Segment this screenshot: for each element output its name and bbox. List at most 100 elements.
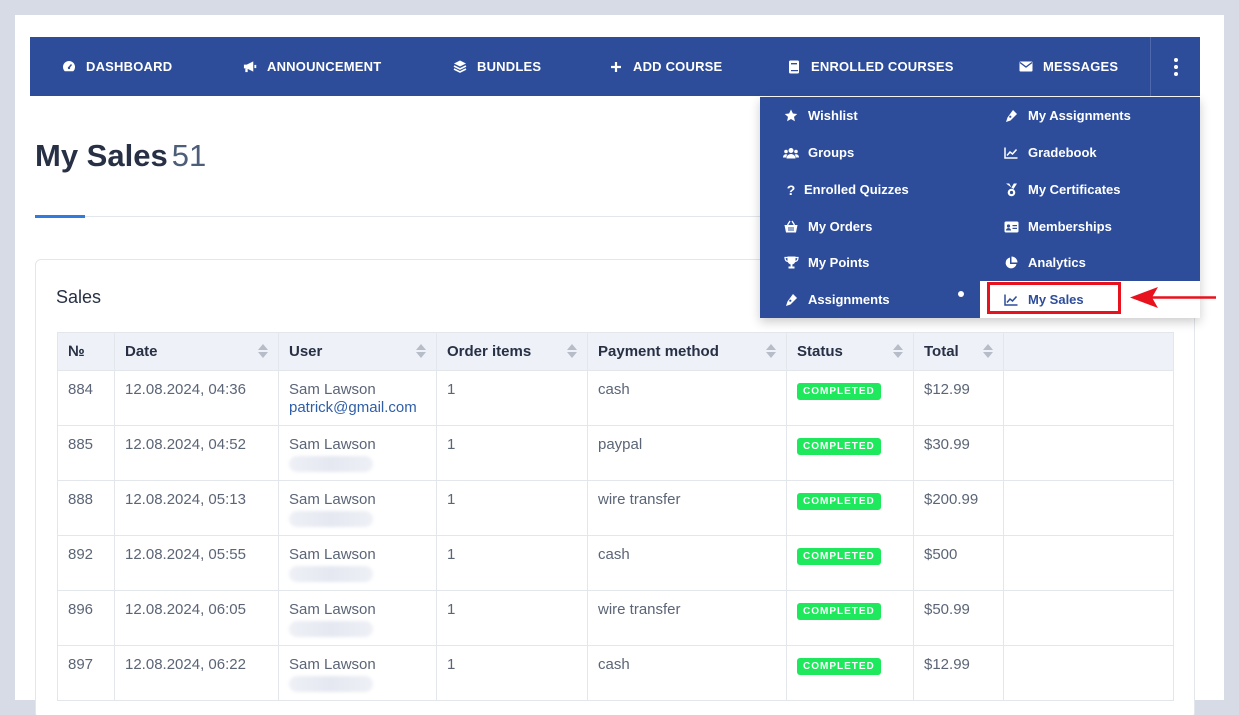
nav-dashboard[interactable]: DASHBOARD	[62, 37, 172, 96]
page-title-text: My Sales	[35, 138, 168, 173]
sort-icon	[766, 344, 776, 358]
col-header-empty	[1003, 332, 1174, 371]
cell-total: $12.99	[913, 645, 1004, 701]
cell-empty	[1003, 480, 1174, 536]
cell-date: 12.08.2024, 05:55	[114, 535, 279, 591]
basket-icon	[783, 220, 799, 234]
menu-item-gradebook[interactable]: Gradebook	[1003, 134, 1097, 171]
menu-item-assignments[interactable]: Assignments	[783, 281, 890, 318]
plus-icon	[609, 60, 623, 74]
cell-user: Sam Lawson	[278, 645, 437, 701]
col-header-payment-method[interactable]: Payment method	[587, 332, 787, 371]
blurred-email	[289, 676, 373, 692]
cell-order-items: 1	[436, 480, 588, 536]
cell-number: 884	[57, 370, 115, 426]
users-icon	[783, 146, 799, 160]
layers-icon	[453, 60, 467, 74]
cell-total: $200.99	[913, 480, 1004, 536]
cell-empty	[1003, 425, 1174, 481]
cell-date: 12.08.2024, 06:22	[114, 645, 279, 701]
col-header-label: Payment method	[598, 343, 719, 360]
col-header-label: Date	[125, 343, 158, 360]
megaphone-icon	[243, 60, 257, 74]
table-row: 897 12.08.2024, 06:22 Sam Lawson 1 cash COMPL…	[57, 645, 1174, 701]
cell-order-items: 1	[436, 535, 588, 591]
sales-table: № Date User Order items Payment method S…	[57, 332, 1174, 701]
user-name: Sam Lawson	[289, 656, 376, 673]
cell-number: 896	[57, 590, 115, 646]
cell-empty	[1003, 535, 1174, 591]
cell-date: 12.08.2024, 06:05	[114, 590, 279, 646]
status-badge: COMPLETED	[797, 493, 881, 510]
cell-date: 12.08.2024, 05:13	[114, 480, 279, 536]
annotation-highlight-box	[987, 282, 1121, 314]
cell-number: 897	[57, 645, 115, 701]
cell-payment-method: cash	[587, 645, 787, 701]
menu-item-label: Wishlist	[808, 108, 858, 123]
cell-status: COMPLETED	[786, 425, 914, 481]
status-badge: COMPLETED	[797, 603, 881, 620]
col-header-user[interactable]: User	[278, 332, 437, 371]
sales-count: 51	[171, 138, 207, 173]
menu-item-my-points[interactable]: My Points	[783, 244, 869, 281]
cell-status: COMPLETED	[786, 370, 914, 426]
menu-item-label: My Sales	[1028, 292, 1084, 307]
sort-icon	[258, 344, 268, 358]
table-row: 892 12.08.2024, 05:55 Sam Lawson 1 cash COMPL…	[57, 535, 1174, 591]
col-header-label: Order items	[447, 343, 532, 360]
pie-chart-icon	[1003, 256, 1019, 270]
table-header-row: № Date User Order items Payment method S…	[57, 332, 1174, 371]
nav-bundles[interactable]: BUNDLES	[453, 37, 541, 96]
menu-item-groups[interactable]: Groups	[783, 134, 854, 171]
cell-total: $50.99	[913, 590, 1004, 646]
cell-payment-method: wire transfer	[587, 480, 787, 536]
menu-item-label: Analytics	[1028, 255, 1086, 270]
sort-icon	[983, 344, 993, 358]
nav-label: BUNDLES	[477, 59, 542, 74]
page-title: My Sales 51	[35, 138, 206, 174]
col-header-total[interactable]: Total	[913, 332, 1004, 371]
cell-total: $500	[913, 535, 1004, 591]
title-accent-bar	[35, 215, 85, 218]
trophy-icon	[783, 256, 799, 270]
nav-messages[interactable]: MESSAGES	[1019, 37, 1118, 96]
cell-payment-method: cash	[587, 535, 787, 591]
col-header-date[interactable]: Date	[114, 332, 279, 371]
cell-payment-method: cash	[587, 370, 787, 426]
col-header-order-items[interactable]: Order items	[436, 332, 588, 371]
nav-add-course[interactable]: ADD COURSE	[609, 37, 722, 96]
status-badge: COMPLETED	[797, 548, 881, 565]
user-email-link[interactable]: patrick@gmail.com	[289, 399, 417, 416]
cell-user: Sam Lawson	[278, 535, 437, 591]
cell-status: COMPLETED	[786, 480, 914, 536]
sales-card: Sales № Date User Order items Payment me…	[35, 259, 1195, 715]
menu-item-analytics[interactable]: Analytics	[1003, 244, 1086, 281]
blurred-email	[289, 621, 373, 637]
envelope-icon	[1019, 60, 1033, 74]
menu-item-my-assignments[interactable]: My Assignments	[1003, 97, 1131, 134]
col-header-number[interactable]: №	[57, 332, 115, 371]
cell-payment-method: paypal	[587, 425, 787, 481]
menu-item-memberships[interactable]: Memberships	[1003, 208, 1112, 245]
more-dropdown-menu: Wishlist Groups ? Enrolled Quizzes My Or…	[760, 97, 1200, 318]
col-header-status[interactable]: Status	[786, 332, 914, 371]
menu-item-label: My Assignments	[1028, 108, 1131, 123]
user-name: Sam Lawson	[289, 546, 376, 563]
menu-item-label: My Certificates	[1028, 182, 1121, 197]
menu-item-my-sales[interactable]: My Sales	[1003, 281, 1084, 318]
nav-enrolled-courses[interactable]: ENROLLED COURSES	[787, 37, 954, 96]
more-menu-button[interactable]	[1150, 37, 1200, 96]
menu-item-wishlist[interactable]: Wishlist	[783, 97, 858, 134]
indicator-dot	[958, 291, 964, 297]
menu-item-label: Assignments	[808, 292, 890, 307]
col-header-label: User	[289, 343, 323, 360]
nav-announcement[interactable]: ANNOUNCEMENT	[243, 37, 381, 96]
status-badge: COMPLETED	[797, 658, 881, 675]
menu-item-my-certificates[interactable]: My Certificates	[1003, 171, 1120, 208]
cell-empty	[1003, 590, 1174, 646]
table-row: 884 12.08.2024, 04:36 Sam Lawson patrick@gm…	[57, 370, 1174, 426]
cell-payment-method: wire transfer	[587, 590, 787, 646]
menu-item-enrolled-quizzes[interactable]: ? Enrolled Quizzes	[783, 171, 909, 208]
menu-item-my-orders[interactable]: My Orders	[783, 208, 872, 245]
menu-item-label: Groups	[808, 145, 855, 160]
